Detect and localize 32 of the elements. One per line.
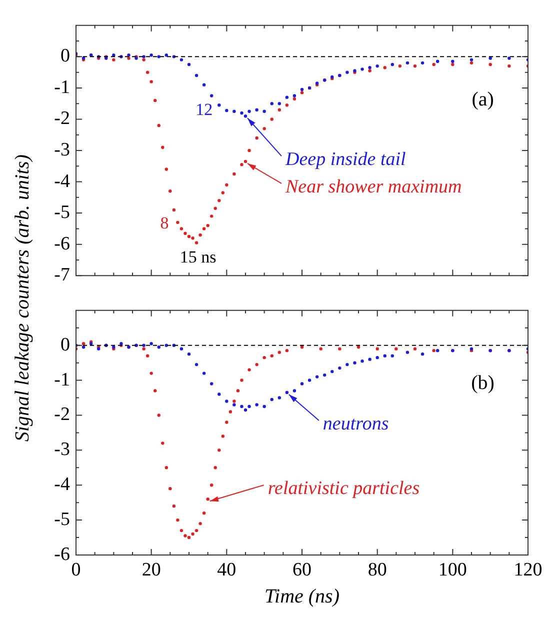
x-tick-label: 60 <box>292 559 312 580</box>
y-tick-label: -6 <box>54 233 70 254</box>
y-tick-label: -7 <box>54 264 70 286</box>
x-tick-label: 40 <box>217 559 236 580</box>
y-tick-label: 0 <box>60 334 70 356</box>
y-tick-label: -2 <box>54 404 70 426</box>
y-tick-label: -3 <box>54 139 70 160</box>
annotation: (b) <box>471 372 494 394</box>
annotation: (a) <box>472 88 494 111</box>
x-tick-label: 20 <box>142 559 161 580</box>
y-axis-title: Signal leakage counters (arb. units) <box>12 154 34 442</box>
y-tick-label: -4 <box>54 170 70 192</box>
y-tick-label: -4 <box>54 474 70 496</box>
y-tick-label: -5 <box>54 202 70 224</box>
y-tick-label: -3 <box>54 439 70 460</box>
annotation: neutrons <box>322 414 389 435</box>
y-tick-label: -1 <box>54 369 70 390</box>
x-tick-label: 100 <box>438 559 467 580</box>
annotation: 8 <box>160 213 169 232</box>
y-tick-label: 0 <box>60 46 70 67</box>
x-tick-label: 120 <box>514 559 542 580</box>
annotation: 15 ns <box>180 248 216 267</box>
annotation: Near shower maximum <box>284 176 462 198</box>
annotation: relativistic particles <box>268 478 420 500</box>
y-tick-label: -6 <box>54 544 70 565</box>
annotation: Deep inside tail <box>284 149 406 170</box>
y-tick-label: -2 <box>54 108 70 130</box>
x-tick-label: 80 <box>368 559 387 580</box>
annotation: 12 <box>196 100 213 119</box>
y-tick-label: -5 <box>54 509 70 530</box>
x-axis-title: Time (ns) <box>264 585 340 608</box>
y-tick-label: -1 <box>54 76 70 98</box>
